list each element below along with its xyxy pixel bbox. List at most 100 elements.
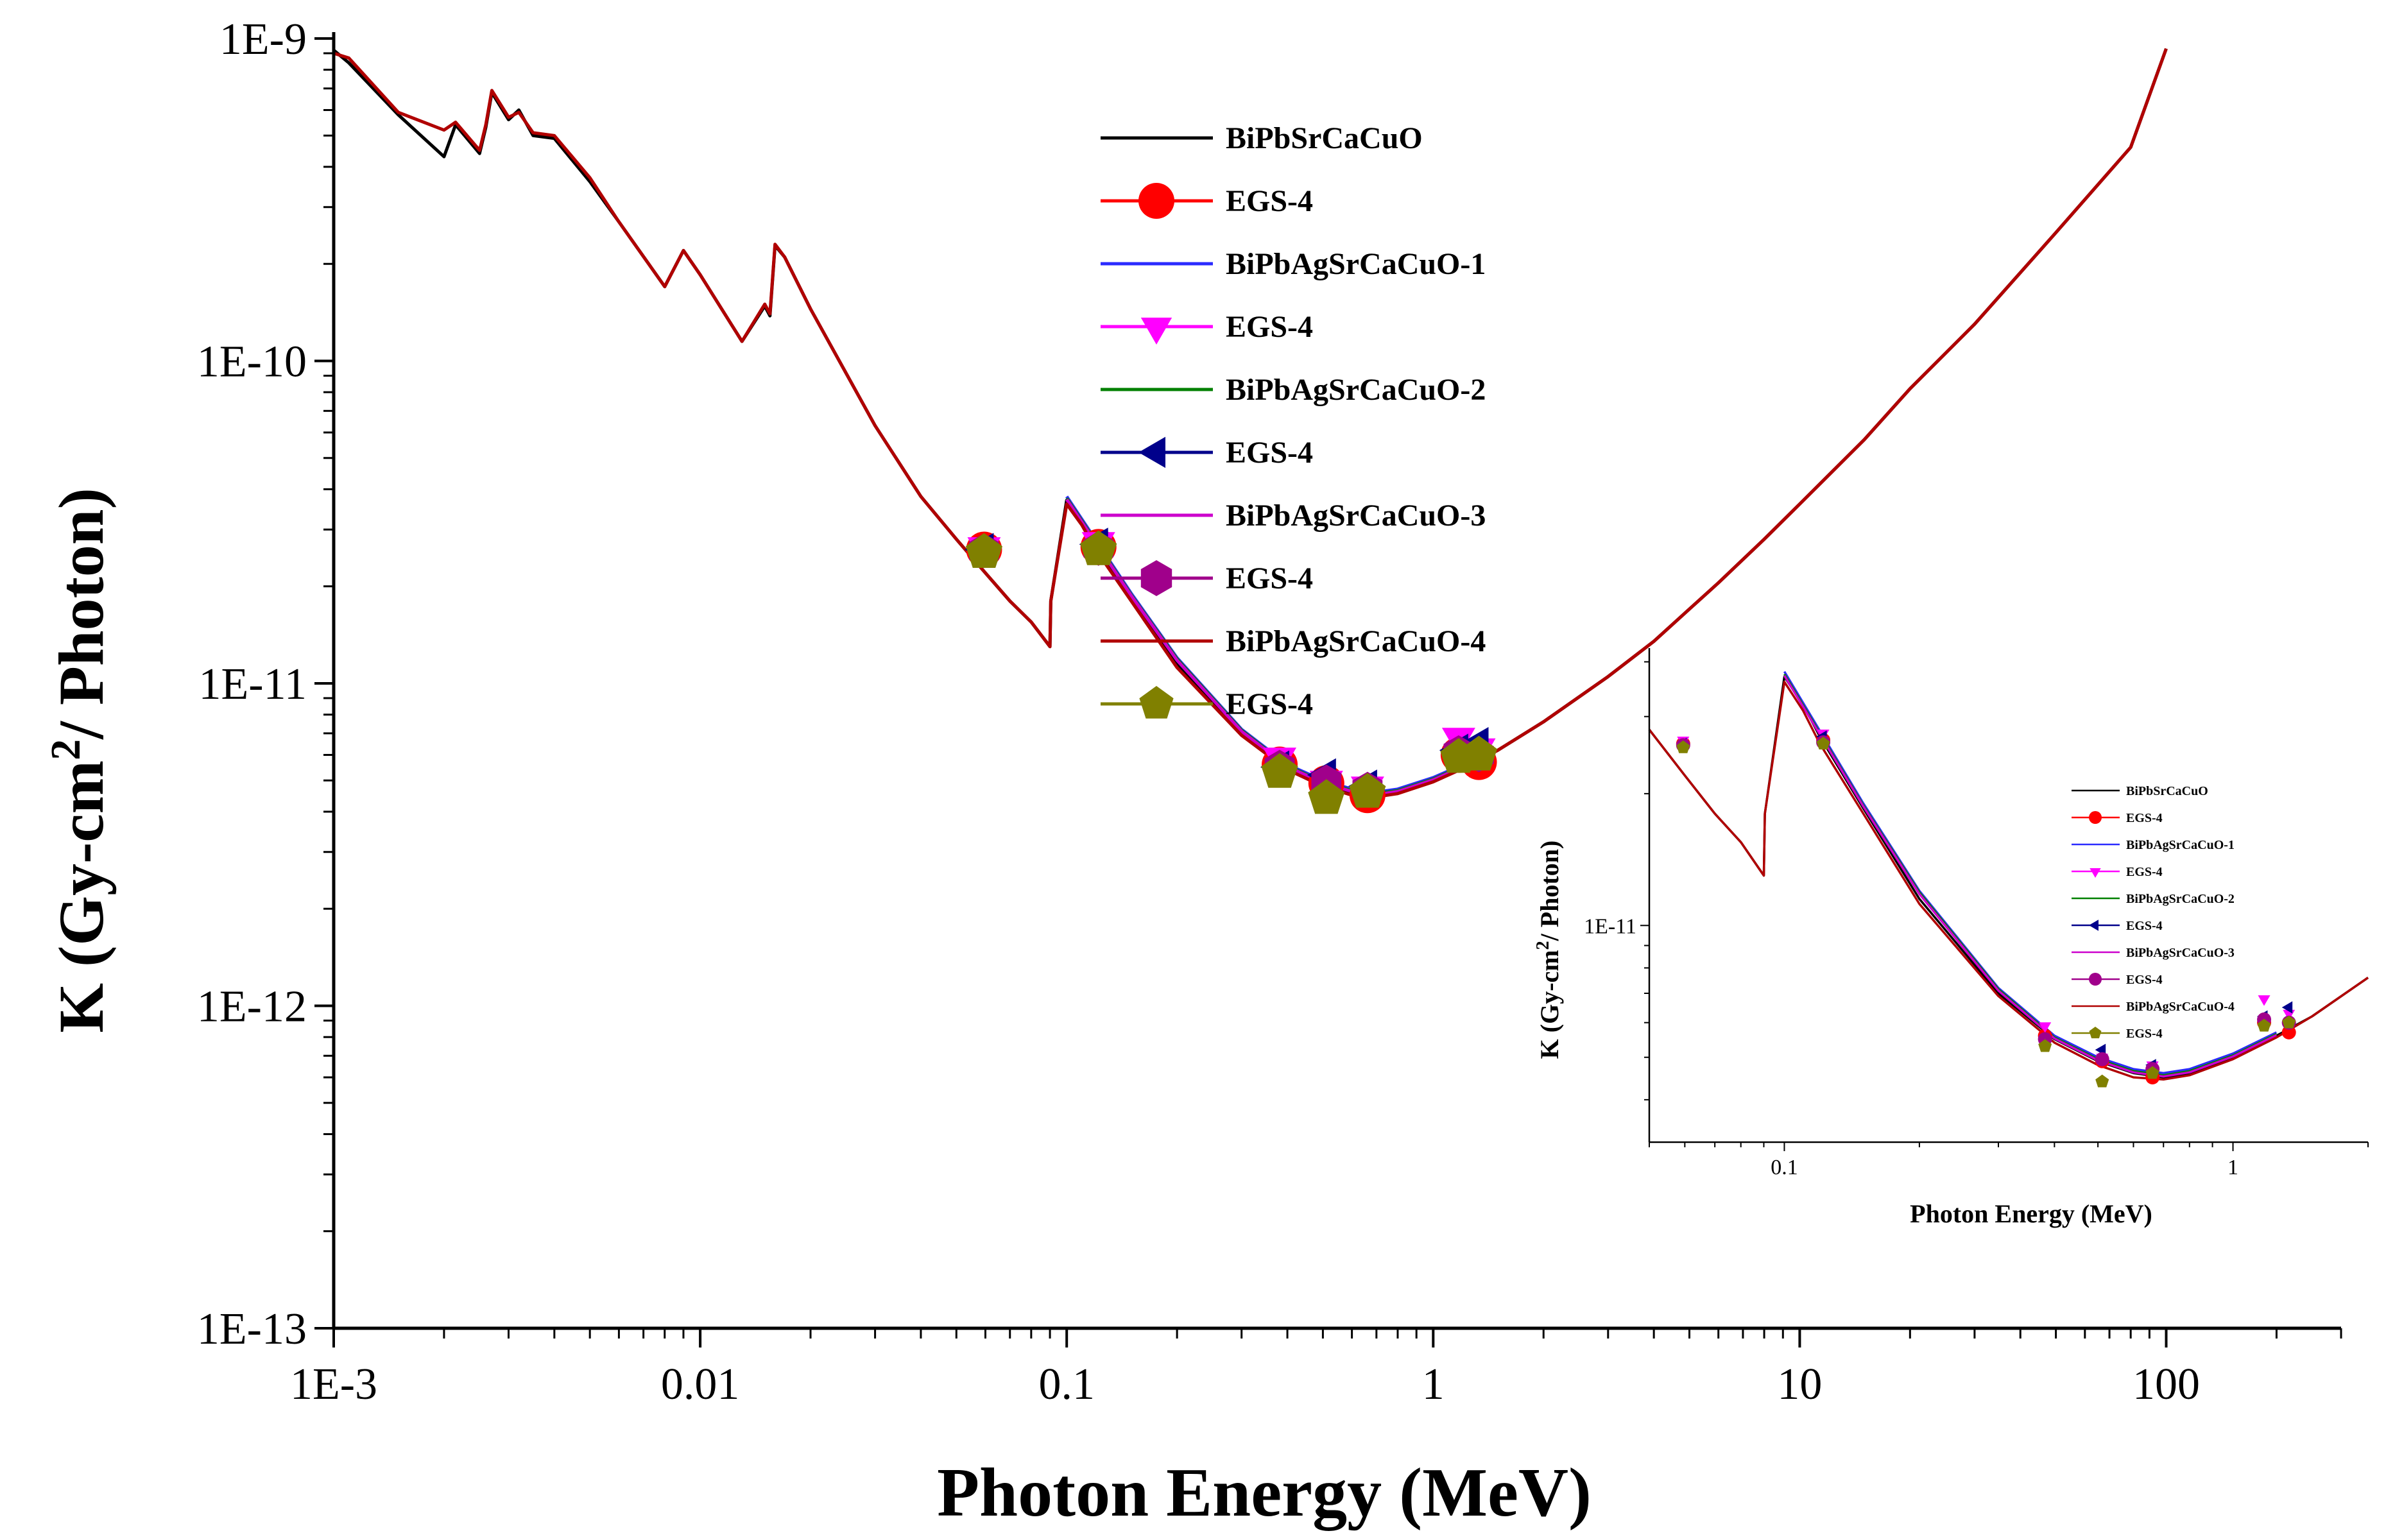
inset-legend-label: BiPbAgSrCaCuO-3	[2126, 946, 2235, 960]
main-legend-item-1: EGS-4	[1101, 183, 1313, 219]
inset-legend-marker	[2089, 973, 2102, 986]
main-legend-marker	[1139, 686, 1174, 719]
inset-marker-m5-0	[1676, 740, 1690, 753]
inset-legend-item-8: BiPbAgSrCaCuO-4	[2072, 1000, 2235, 1014]
inset-y-axis-label: K (Gy-cm2/ Photon)	[1533, 841, 1564, 1059]
main-legend-label: BiPbAgSrCaCuO-1	[1226, 247, 1486, 281]
inset-legend-label: BiPbAgSrCaCuO-2	[2126, 892, 2235, 906]
inset-x-axis-label: Photon Energy (MeV)	[1910, 1199, 2152, 1228]
main-legend: BiPbSrCaCuO EGS-4 BiPbAgSrCaCuO-1 EGS-4 BiPb…	[1101, 121, 1486, 721]
inset-legend-label: EGS-4	[2126, 919, 2163, 933]
main-marker-m5-1	[1080, 530, 1117, 565]
main-y-axis-label: K (Gy-cm2/ Photon)	[42, 488, 117, 1033]
inset-legend-marker	[2089, 920, 2098, 931]
main-legend-marker	[1140, 560, 1172, 596]
main-plot: 1E-3 0.01 0.1 1 10 100 1E-9 1E-10 1E-11 1E-12 1E-1…	[42, 15, 2342, 1531]
inset-marker-m1-6	[2281, 1025, 2296, 1040]
inset-marker-m5-4	[2145, 1066, 2159, 1079]
main-legend-item-0: BiPbSrCaCuO	[1101, 121, 1423, 155]
inset-legend-item-1: EGS-4	[2072, 811, 2163, 825]
main-y-tick-label-0: 1E-9	[219, 15, 307, 64]
main-legend-marker	[1138, 183, 1174, 219]
inset-marker-m2-5	[2258, 995, 2270, 1006]
inset-legend-item-4: BiPbAgSrCaCuO-2	[2072, 892, 2235, 906]
main-legend-item-2: BiPbAgSrCaCuO-1	[1101, 247, 1486, 281]
main-legend-label: EGS-4	[1226, 436, 1313, 470]
main-legend-item-8: BiPbAgSrCaCuO-4	[1101, 624, 1486, 658]
main-legend-item-5: EGS-4	[1101, 436, 1313, 470]
main-x-tick-label-1: 0.01	[661, 1360, 740, 1409]
inset-plot: 0.1 1 1E-11 BiPbSrCaCuO EGS-4 BiPbAgSrCaCuO-…	[1533, 648, 2369, 1228]
main-axes: 1E-3 0.01 0.1 1 10 100 1E-9 1E-10 1E-11 1E-12 1E-1…	[197, 15, 2342, 1409]
inset-legend-label: EGS-4	[2126, 1027, 2163, 1041]
inset-legend-item-0: BiPbSrCaCuO	[2072, 784, 2208, 798]
main-legend-label: BiPbAgSrCaCuO-2	[1226, 373, 1486, 407]
main-legend-item-6: BiPbAgSrCaCuO-3	[1101, 499, 1486, 533]
main-legend-item-7: EGS-4	[1101, 560, 1313, 596]
inset-y-label-post: / Photon)	[1535, 841, 1564, 942]
main-legend-item-3: EGS-4	[1101, 310, 1313, 345]
main-y-label-post: / Photon)	[46, 488, 117, 740]
inset-legend-marker	[2089, 811, 2102, 824]
main-legend-marker	[1140, 318, 1172, 345]
main-y-tick-label-4: 1E-13	[197, 1305, 307, 1354]
main-legend-item-4: BiPbAgSrCaCuO-2	[1101, 373, 1486, 407]
main-x-tick-label-0: 1E-3	[290, 1360, 377, 1409]
inset-legend-item-9: EGS-4	[2072, 1027, 2163, 1041]
inset-legend-label: EGS-4	[2126, 973, 2163, 987]
main-x-tick-label-5: 100	[2133, 1360, 2200, 1409]
main-y-tick-label-2: 1E-11	[199, 660, 307, 709]
inset-marker-m5-2	[2038, 1039, 2052, 1052]
inset-legend-label: BiPbAgSrCaCuO-4	[2126, 1000, 2235, 1014]
inset-legend-label: BiPbSrCaCuO	[2126, 784, 2208, 798]
inset-legend-marker	[2090, 868, 2101, 878]
main-legend-label: EGS-4	[1226, 561, 1313, 595]
main-legend-label: EGS-4	[1226, 184, 1313, 218]
inset-marker-m4-3	[2095, 1052, 2109, 1066]
inset-y-tick-label-0: 1E-11	[1584, 914, 1636, 938]
inset-marker-m5-5	[2257, 1018, 2271, 1032]
main-marker-m5-3	[1308, 779, 1345, 814]
inset-marker-m5-6	[2282, 1015, 2296, 1029]
main-marker-m5-0	[965, 533, 1002, 568]
main-x-tick-label-2: 0.1	[1038, 1360, 1095, 1409]
inset-x-tick-label-1: 1	[2227, 1156, 2238, 1179]
inset-legend-item-2: BiPbAgSrCaCuO-1	[2072, 838, 2235, 852]
inset-legend-marker	[2089, 1027, 2102, 1039]
main-legend-label: EGS-4	[1226, 310, 1313, 344]
inset-legend-label: EGS-4	[2126, 865, 2163, 879]
inset-marker-m2-2	[2039, 1022, 2052, 1033]
inset-legend-label: BiPbAgSrCaCuO-1	[2126, 838, 2235, 852]
inset-axes: 0.1 1 1E-11	[1584, 648, 2369, 1179]
inset-curve-BiPbAgSrCaCuO-4	[1648, 680, 2369, 1081]
inset-legend-item-3: EGS-4	[2072, 865, 2163, 879]
main-legend-marker	[1138, 436, 1165, 468]
main-legend-label: EGS-4	[1226, 687, 1313, 721]
main-y-tick-label-1: 1E-10	[197, 338, 307, 387]
main-markers	[965, 527, 1497, 814]
main-marker-m5-2	[1261, 753, 1298, 788]
inset-legend-item-7: EGS-4	[2072, 973, 2163, 987]
main-marker-m5-6	[1461, 735, 1497, 771]
inset-legend: BiPbSrCaCuO EGS-4 BiPbAgSrCaCuO-1 EGS-4 BiPb…	[2072, 784, 2235, 1041]
main-y-tick-label-3: 1E-12	[197, 982, 307, 1032]
inset-y-label-pre: K (Gy-cm	[1535, 950, 1564, 1059]
main-legend-label: BiPbAgSrCaCuO-4	[1226, 624, 1486, 658]
main-x-tick-label-4: 10	[1777, 1360, 1822, 1409]
inset-markers	[1676, 730, 2296, 1088]
main-legend-item-9: EGS-4	[1101, 686, 1313, 721]
inset-marker-m5-3	[2095, 1074, 2109, 1088]
main-curves	[332, 47, 2168, 799]
inset-legend-label: EGS-4	[2126, 811, 2163, 825]
main-curve-BiPbSrCaCuO	[332, 47, 2168, 797]
inset-marker-m3-6	[2281, 1001, 2293, 1014]
main-marker-m5-4	[1349, 773, 1386, 808]
main-legend-label: BiPbSrCaCuO	[1226, 121, 1423, 155]
main-legend-label: BiPbAgSrCaCuO-3	[1226, 499, 1486, 533]
inset-marker-m5-1	[1816, 737, 1830, 749]
main-y-label-sup: 2	[42, 739, 89, 760]
inset-legend-item-6: BiPbAgSrCaCuO-3	[2072, 946, 2235, 960]
inset-x-tick-label-0: 0.1	[1771, 1156, 1798, 1179]
main-x-tick-label-3: 1	[1422, 1360, 1445, 1409]
